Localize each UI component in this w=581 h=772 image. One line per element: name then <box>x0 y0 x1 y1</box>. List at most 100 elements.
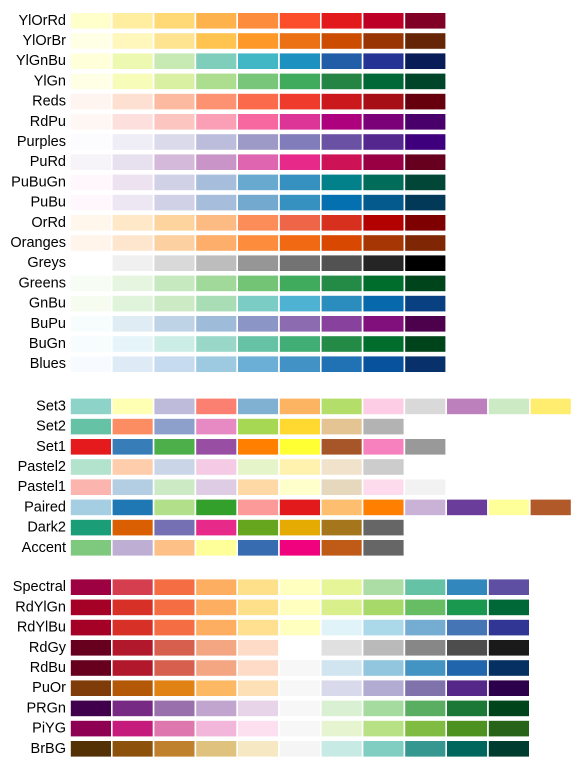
color-swatch <box>319 437 364 457</box>
color-swatch <box>361 31 406 51</box>
color-swatch <box>361 477 406 497</box>
color-swatch <box>69 739 113 759</box>
color-swatch <box>236 152 280 172</box>
color-swatch <box>361 294 406 314</box>
color-swatch <box>69 294 113 314</box>
color-swatch <box>69 518 113 538</box>
color-swatch <box>361 72 406 91</box>
color-swatch <box>194 698 238 718</box>
color-swatch <box>319 739 364 759</box>
color-swatch <box>152 31 197 51</box>
color-swatch <box>319 638 364 658</box>
color-swatch <box>487 497 531 517</box>
color-swatch <box>487 577 531 597</box>
color-swatch <box>194 437 238 457</box>
palette-row-rdgy: RdGy <box>29 638 531 658</box>
color-swatch <box>111 31 155 51</box>
palette-row-prgn: PRGn <box>27 698 531 718</box>
palette-label: PuBu <box>31 195 66 211</box>
palette-row-accent: Accent <box>22 538 406 558</box>
palette-label: PuRd <box>30 154 66 170</box>
color-swatch <box>152 577 197 597</box>
color-swatch <box>194 396 238 416</box>
color-swatch <box>403 597 447 617</box>
palette-label: PiYG <box>32 721 66 737</box>
color-swatch <box>236 92 280 112</box>
color-swatch <box>319 273 364 293</box>
color-swatch <box>278 417 322 437</box>
color-swatch <box>487 597 531 617</box>
color-swatch <box>194 538 238 558</box>
color-swatch <box>361 314 406 334</box>
palette-label: Reds <box>32 94 66 110</box>
palette-row-set1: Set1 <box>36 437 447 457</box>
color-swatch <box>278 739 322 759</box>
palette-label: PuBuGn <box>11 174 66 190</box>
color-swatch <box>361 132 406 152</box>
palette-row-spectral: Spectral <box>13 577 531 597</box>
color-swatch <box>278 51 322 71</box>
color-swatch <box>278 173 322 192</box>
color-swatch <box>69 658 113 678</box>
color-swatch <box>403 396 447 416</box>
color-swatch <box>194 273 238 293</box>
color-swatch <box>403 477 447 497</box>
palette-label: Spectral <box>13 579 66 595</box>
color-swatch <box>403 173 447 192</box>
color-swatch <box>69 152 113 172</box>
palette-row-orrd: OrRd <box>31 213 447 233</box>
color-swatch <box>69 314 113 334</box>
color-swatch <box>152 11 197 31</box>
palette-row-puor: PuOr <box>32 678 531 698</box>
color-swatch <box>361 698 406 718</box>
color-swatch <box>152 678 197 698</box>
color-swatch <box>194 678 238 698</box>
color-swatch <box>236 597 280 617</box>
color-swatch <box>194 739 238 759</box>
color-swatch <box>278 294 322 314</box>
color-swatch <box>69 31 113 51</box>
color-swatch <box>152 497 197 517</box>
color-swatch <box>278 538 322 558</box>
color-swatch <box>69 618 113 638</box>
color-swatch <box>361 658 406 678</box>
color-swatch <box>487 719 531 739</box>
color-swatch <box>194 51 238 71</box>
color-swatch <box>152 314 197 334</box>
color-swatch <box>152 618 197 638</box>
color-swatch <box>278 638 322 658</box>
color-swatch <box>403 152 447 172</box>
color-swatch <box>152 334 197 354</box>
color-swatch <box>69 132 113 152</box>
color-swatch <box>319 72 364 91</box>
color-swatch <box>194 457 238 477</box>
color-swatch <box>194 577 238 597</box>
color-swatch <box>278 213 322 233</box>
color-swatch <box>111 678 155 698</box>
color-swatch <box>236 273 280 293</box>
color-swatch <box>194 152 238 172</box>
color-swatch <box>111 638 155 658</box>
color-swatch <box>236 294 280 314</box>
color-swatch <box>194 233 238 253</box>
color-swatch <box>111 698 155 718</box>
color-swatch <box>236 658 280 678</box>
color-swatch <box>361 618 406 638</box>
color-swatch <box>111 396 155 416</box>
color-swatch <box>152 518 197 538</box>
color-swatch <box>69 678 113 698</box>
palette-label: YlGn <box>34 73 66 89</box>
palette-row-set2: Set2 <box>36 417 406 437</box>
color-swatch <box>278 253 322 273</box>
color-swatch <box>236 193 280 213</box>
color-swatch <box>403 497 447 517</box>
color-swatch <box>111 719 155 739</box>
color-swatch <box>403 273 447 293</box>
color-swatch <box>152 739 197 759</box>
palette-label: Pastel1 <box>18 479 66 495</box>
color-swatch <box>69 11 113 31</box>
color-swatch <box>236 538 280 558</box>
color-swatch <box>194 597 238 617</box>
color-swatch <box>361 719 406 739</box>
color-swatch <box>194 132 238 152</box>
